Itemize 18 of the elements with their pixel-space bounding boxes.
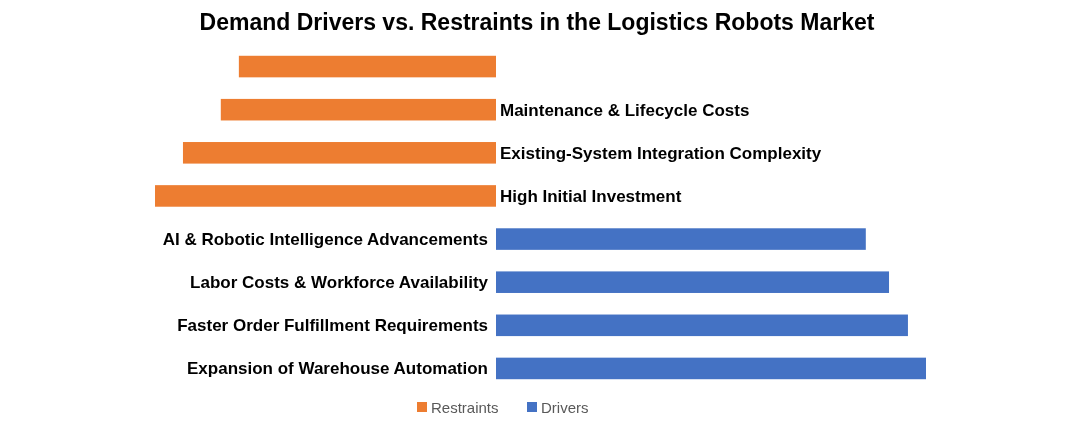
y-tick-label: Expansion of Warehouse Automation: [187, 359, 488, 379]
y-tick-label: Faster Order Fulfillment Requirements: [177, 316, 488, 336]
y-tick-label: Maintenance & Lifecycle Costs: [500, 100, 750, 120]
bar: [496, 228, 866, 250]
bar: [182, 142, 496, 164]
bar: [496, 314, 908, 337]
bar: [220, 98, 496, 121]
y-tick-label: High Initial Investment: [500, 186, 682, 206]
y-tick-label: Labor Costs & Workforce Availability: [190, 273, 489, 293]
bar: [238, 55, 496, 78]
legend-label: Drivers: [541, 399, 589, 417]
y-tick-label: Existing-System Integration Complexity: [500, 143, 822, 163]
bar: [496, 357, 926, 380]
y-tick-label: AI & Robotic Intelligence Advancements: [162, 230, 488, 250]
bar: [155, 185, 496, 207]
chart-title: Demand Drivers vs. Restraints in the Logistics Robots Market: [199, 9, 875, 35]
bar: [496, 271, 890, 293]
legend-label: Restraints: [431, 399, 499, 417]
